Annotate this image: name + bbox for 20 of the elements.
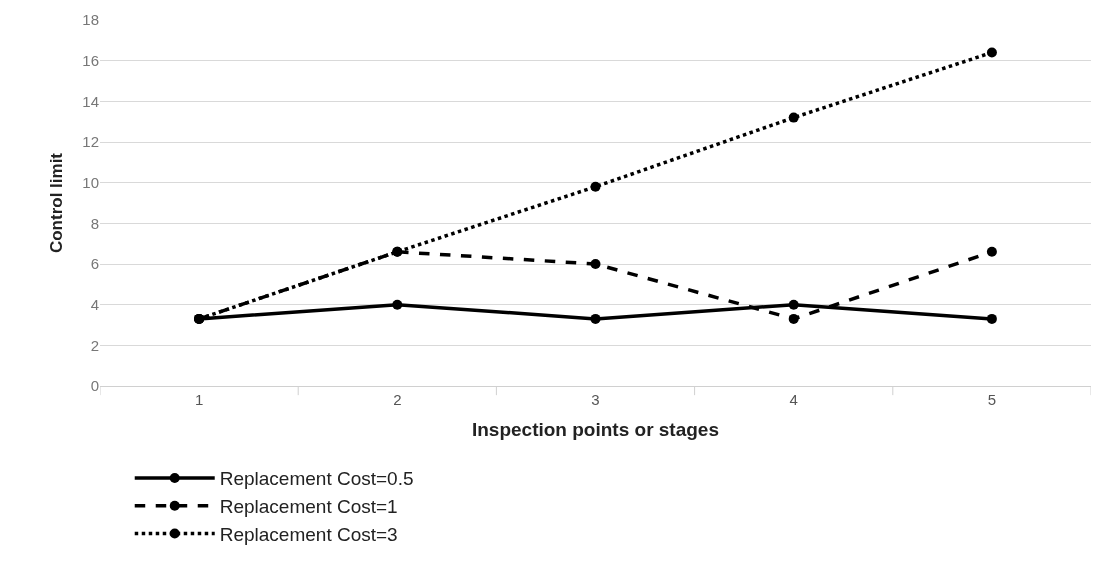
y-tick-label: 4 <box>90 295 99 313</box>
y-tick-label: 0 <box>90 377 99 395</box>
y-tick-label: 10 <box>82 173 99 191</box>
y-tick-label: 12 <box>82 133 99 151</box>
y-tick-label: 2 <box>90 336 99 354</box>
y-axis-title: Control limit <box>46 152 66 254</box>
x-tick-label: 5 <box>987 391 997 408</box>
x-tick-label: 1 <box>194 391 204 408</box>
x-tick-label: 4 <box>789 391 798 408</box>
y-tick-label: 18 <box>82 11 99 29</box>
legend-label: Replacement Cost=3 <box>219 523 398 545</box>
x-tick-label: 3 <box>591 391 600 408</box>
y-tick-label: 16 <box>82 51 99 69</box>
y-tick-label: 8 <box>90 214 99 232</box>
legend-label: Replacement Cost=0.5 <box>219 468 414 490</box>
x-tick-label: 2 <box>393 391 402 408</box>
y-tick-label: 14 <box>82 92 99 110</box>
x-axis-title: Inspection points or stages <box>471 418 720 440</box>
legend-label: Replacement Cost=1 <box>219 496 398 518</box>
y-tick-label: 6 <box>90 255 99 273</box>
